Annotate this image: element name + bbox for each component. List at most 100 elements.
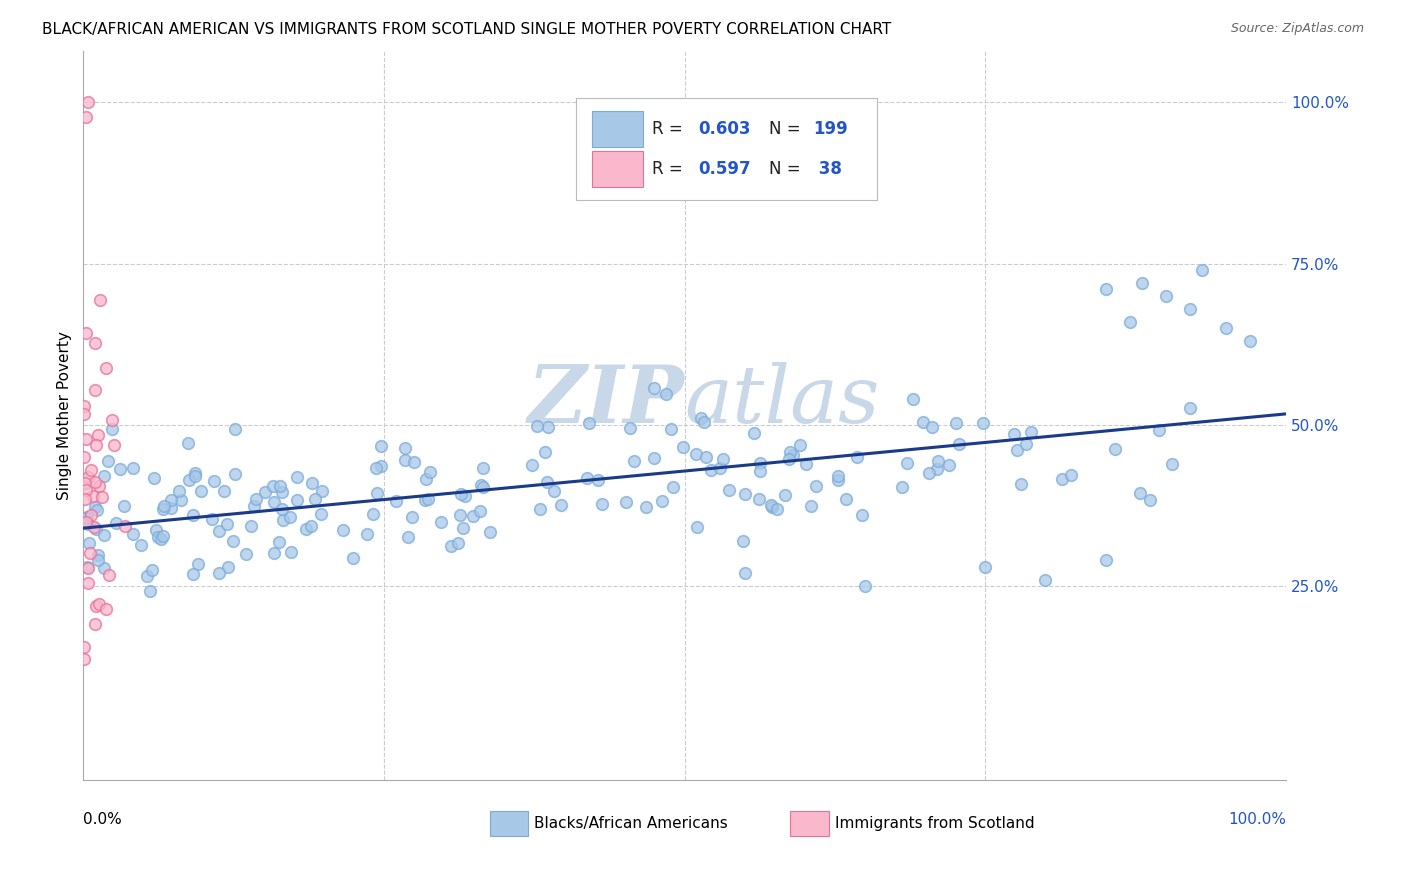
Point: [1015, 437, 1038, 451]
Text: Source: ZipAtlas.com: Source: ZipAtlas.com: [1230, 22, 1364, 36]
Point: [761, 500, 783, 515]
Point: [1129, 486, 1152, 500]
Point: [461, 509, 484, 524]
Point: [586, 473, 609, 487]
Point: [79, 546, 101, 560]
Point: [972, 416, 994, 430]
Point: [827, 469, 849, 483]
Point: [87, 428, 110, 442]
Point: [177, 436, 200, 450]
Point: [101, 413, 124, 427]
Text: R =: R =: [652, 160, 688, 178]
Point: [766, 501, 789, 516]
Point: [748, 492, 770, 507]
Point: [1010, 476, 1032, 491]
Point: [1104, 442, 1126, 456]
Point: [108, 462, 131, 476]
Point: [136, 569, 159, 583]
Point: [184, 466, 207, 480]
Point: [396, 530, 419, 544]
Point: [141, 564, 163, 578]
Point: [974, 559, 997, 574]
Point: [782, 448, 804, 462]
Point: [98, 567, 121, 582]
Point: [177, 473, 200, 487]
Point: [734, 566, 756, 581]
Point: [271, 513, 294, 527]
Point: [446, 536, 468, 550]
Point: [1160, 457, 1182, 471]
Text: 0.597: 0.597: [697, 160, 751, 178]
Point: [82, 489, 104, 503]
Point: [86, 438, 108, 452]
FancyBboxPatch shape: [489, 811, 529, 836]
Text: BLACK/AFRICAN AMERICAN VS IMMIGRANTS FROM SCOTLAND SINGLE MOTHER POVERTY CORRELA: BLACK/AFRICAN AMERICAN VS IMMIGRANTS FRO…: [42, 22, 891, 37]
Point: [1178, 301, 1201, 316]
Point: [84, 599, 107, 613]
Point: [83, 500, 105, 514]
Point: [912, 415, 935, 429]
Point: [278, 510, 301, 524]
Point: [749, 464, 772, 478]
Point: [643, 381, 665, 395]
Point: [927, 454, 949, 468]
Point: [385, 494, 408, 508]
Point: [83, 336, 105, 351]
Point: [76, 515, 98, 529]
Text: 100.0%: 100.0%: [1227, 813, 1286, 827]
FancyBboxPatch shape: [592, 112, 643, 147]
Point: [285, 470, 308, 484]
Point: [415, 472, 437, 486]
Point: [543, 484, 565, 499]
Point: [731, 533, 754, 548]
Point: [84, 522, 107, 536]
Point: [93, 528, 115, 542]
Point: [1154, 289, 1177, 303]
Point: [75, 433, 97, 447]
Point: [80, 508, 103, 523]
Point: [73, 651, 96, 665]
Point: [270, 502, 292, 516]
Point: [75, 483, 97, 497]
Point: [659, 422, 682, 436]
Point: [742, 425, 765, 440]
Point: [711, 452, 734, 467]
Point: [73, 475, 96, 490]
Point: [121, 460, 143, 475]
Point: [450, 487, 472, 501]
Point: [89, 293, 111, 307]
Point: [749, 456, 772, 470]
Point: [693, 415, 716, 429]
Point: [759, 498, 782, 512]
Point: [76, 510, 98, 524]
Point: [181, 567, 204, 582]
Point: [160, 493, 183, 508]
Text: N =: N =: [769, 160, 806, 178]
Text: atlas: atlas: [685, 362, 880, 439]
Point: [1178, 401, 1201, 415]
Point: [1002, 427, 1025, 442]
Point: [415, 492, 437, 507]
FancyBboxPatch shape: [790, 811, 830, 836]
Point: [77, 576, 100, 591]
Point: [451, 521, 474, 535]
Point: [245, 492, 267, 507]
Point: [534, 445, 557, 459]
Point: [202, 474, 225, 488]
Point: [212, 483, 235, 498]
Point: [471, 461, 494, 475]
Text: Blacks/African Americans: Blacks/African Americans: [534, 816, 728, 831]
Point: [356, 527, 378, 541]
Point: [835, 491, 858, 506]
Point: [800, 499, 823, 513]
Point: [152, 502, 174, 516]
Point: [575, 471, 598, 485]
Point: [75, 326, 97, 340]
Point: [79, 536, 101, 550]
Point: [153, 500, 176, 514]
Point: [75, 491, 97, 506]
Point: [86, 503, 108, 517]
Point: [75, 511, 97, 525]
Point: [773, 488, 796, 502]
Point: [662, 480, 685, 494]
